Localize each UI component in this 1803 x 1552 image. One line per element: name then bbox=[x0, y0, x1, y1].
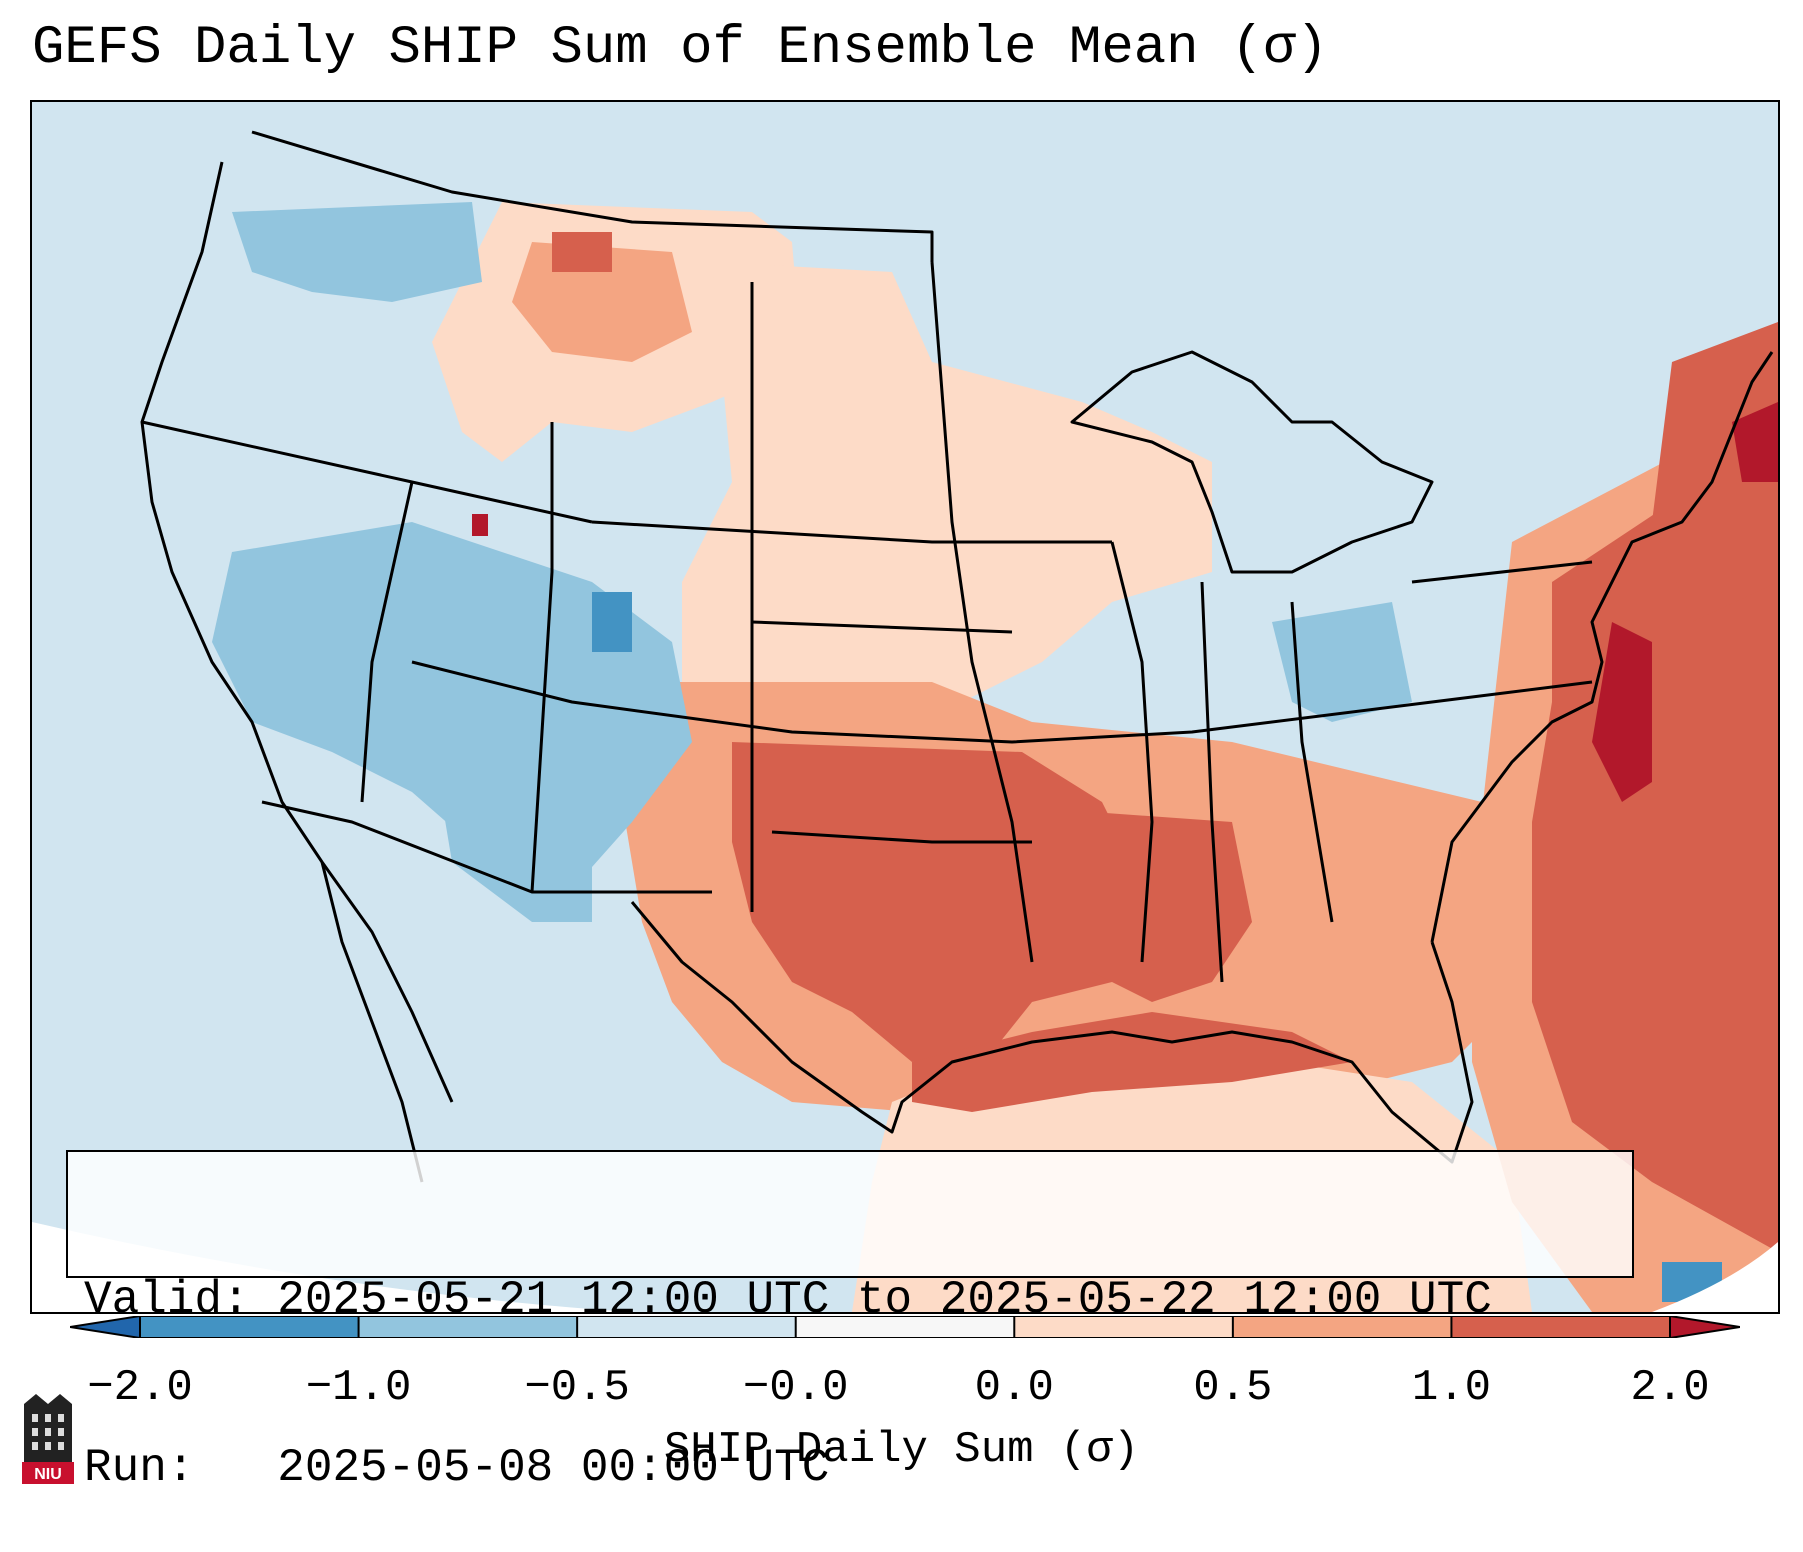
info-box: Valid: 2025-05-21 12:00 UTC to 2025-05-2… bbox=[66, 1150, 1634, 1494]
colorbar-segment bbox=[1451, 1316, 1671, 1338]
state-line-13 bbox=[751, 620, 1013, 634]
logo-text: NIU bbox=[34, 1466, 62, 1483]
colorbar-tick-label: 0.5 bbox=[1193, 1363, 1273, 1413]
region-gulf-coast bbox=[1092, 812, 1252, 1002]
colorbar-segment bbox=[1232, 1316, 1452, 1338]
colorbar-segment bbox=[577, 1316, 797, 1338]
state-line-3 bbox=[411, 660, 1593, 744]
colorbar-tick-label: −1.0 bbox=[305, 1363, 412, 1413]
colorbar-tick-label: −0.5 bbox=[524, 1363, 630, 1413]
east-coastline bbox=[1430, 351, 1774, 943]
projection-edge-se bbox=[1652, 1242, 1778, 1312]
region-southern-plains-south bbox=[732, 742, 1152, 1062]
region-western-atlantic bbox=[1532, 432, 1778, 1252]
state-line-4 bbox=[261, 800, 712, 894]
colorbar bbox=[70, 1316, 1740, 1338]
colorbar-tick-label: 1.0 bbox=[1411, 1363, 1492, 1413]
map-panel bbox=[30, 100, 1780, 1314]
run-line: Run: 2025-05-08 00:00 UTC bbox=[84, 1442, 830, 1494]
baja-coast bbox=[320, 861, 424, 1183]
state-line-10 bbox=[1200, 581, 1224, 983]
region-southwest bbox=[432, 742, 592, 922]
region-mid-atlantic-coast bbox=[1592, 622, 1652, 802]
state-line-9 bbox=[1110, 541, 1154, 963]
state-line-12 bbox=[1411, 560, 1593, 584]
us-canada-border bbox=[251, 130, 934, 262]
region-montana-red bbox=[552, 232, 612, 272]
niu-logo: NIU bbox=[22, 1394, 74, 1484]
region-gulf-strong bbox=[912, 1012, 1352, 1112]
west-coast bbox=[140, 161, 454, 1103]
colorbar-over-extend bbox=[1670, 1316, 1740, 1338]
colorbar-segment bbox=[140, 1316, 360, 1338]
state-borders bbox=[140, 130, 1774, 1183]
region-colorado-dark bbox=[592, 592, 632, 652]
projection-edge-sw bbox=[32, 1222, 632, 1312]
colorbar-segment bbox=[795, 1316, 1015, 1338]
region-utah-red bbox=[472, 514, 488, 536]
region-ohio-valley-cool bbox=[1272, 602, 1412, 722]
colorbar-segment bbox=[358, 1316, 578, 1338]
state-line-2 bbox=[591, 520, 1112, 544]
state-line-11 bbox=[1290, 601, 1334, 923]
region-northwest-cool bbox=[232, 202, 482, 302]
colorbar-under-extend bbox=[70, 1316, 140, 1338]
colorbar-tick-label: −2.0 bbox=[87, 1363, 193, 1413]
state-line-6 bbox=[930, 261, 1034, 963]
region-plains-light bbox=[682, 262, 1212, 742]
page-title: GEFS Daily SHIP Sum of Ensemble Mean (σ) bbox=[32, 18, 1329, 79]
state-line-8 bbox=[360, 481, 414, 803]
great-lakes-outline bbox=[1070, 350, 1434, 574]
colorbar-segment bbox=[1014, 1316, 1234, 1338]
colorbar-tick-label: 0.0 bbox=[974, 1363, 1054, 1413]
state-line-14 bbox=[771, 830, 1032, 844]
colorbar-label: SHIP Daily Sum (σ) bbox=[663, 1425, 1140, 1475]
colorbar-tick-label: −0.0 bbox=[742, 1363, 849, 1413]
colorbar-tick-label: 2.0 bbox=[1630, 1363, 1710, 1413]
state-line-7 bbox=[530, 422, 554, 893]
region-gulf-of-maine bbox=[1732, 402, 1778, 482]
map-canvas bbox=[32, 102, 1778, 1312]
